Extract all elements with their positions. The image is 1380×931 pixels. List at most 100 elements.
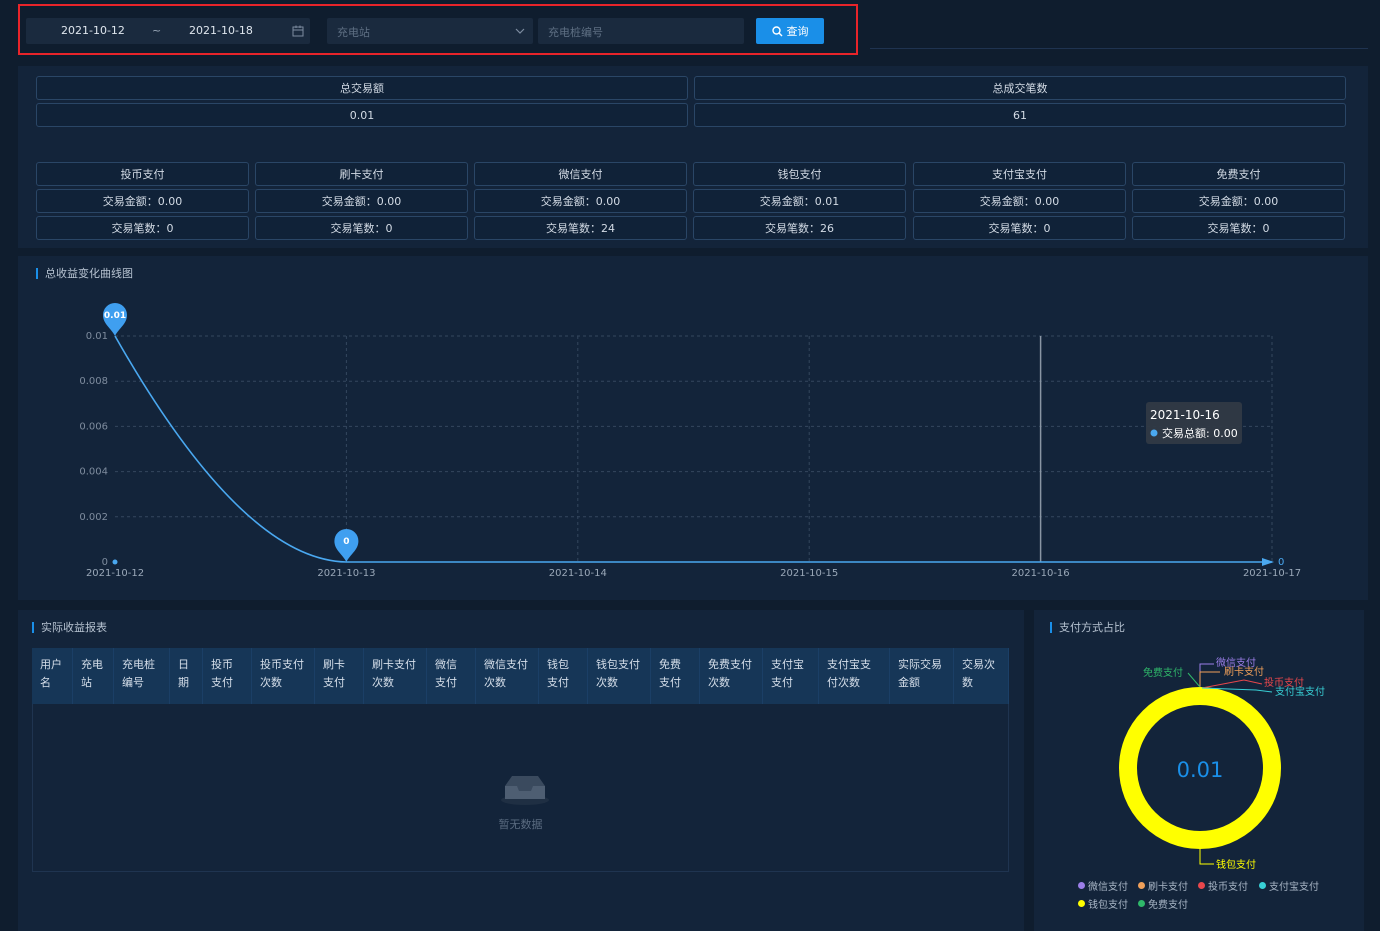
series-line: [114, 335, 1272, 563]
query-label: 查询: [786, 25, 809, 38]
series-end-arrow: [1262, 558, 1274, 566]
table-header-cell: 用户名: [32, 648, 73, 704]
table-header-cell: 实际交易 金额: [890, 648, 954, 704]
search-icon: [771, 25, 782, 36]
table-header-cell: 充电桩 编号: [114, 648, 170, 704]
pie-label-card: 刷卡支付: [1224, 665, 1264, 678]
payment-coin-count: 交易笔数：0: [36, 216, 249, 240]
legend-label: 支付宝支付: [1269, 882, 1319, 893]
legend-item[interactable]: 投币支付: [1198, 878, 1248, 893]
revenue-line-chart[interactable]: 0 0.002 0.004 0.006 0.008 0.01 2021-10-12 2021-…: [18, 256, 1368, 600]
payment-wechat-count: 交易笔数：24: [474, 216, 687, 240]
legend-item[interactable]: 微信支付: [1078, 878, 1128, 893]
pie-label-wechat: 微信支付: [1216, 656, 1256, 669]
pie-label-free: 免费支付: [1143, 666, 1183, 679]
legend-label: 免费支付: [1148, 900, 1188, 911]
empty-text: 暂无数据: [498, 818, 543, 831]
legend-item[interactable]: 免费支付: [1138, 896, 1188, 911]
y-tick-label: 0.002: [79, 512, 108, 523]
payment-donut-chart[interactable]: 微信支付 刷卡支付 投币支付 支付宝支付 免费支付 钱包支付 0.01: [1034, 610, 1364, 931]
table-header: 用户名充电站充电桩 编号日期投币 支付 投币支付 次数 刷卡 支付 刷卡支付 次数 微信 支付 微信支…: [32, 648, 1009, 704]
revenue-chart-panel: 总收益变化曲线图 0 0.002 0.004 0.006 0.008 0.01 2021-1…: [18, 256, 1368, 600]
x-tick-label: 2021-10-14: [549, 568, 607, 579]
table-header-cell: 刷卡支付 次数: [364, 648, 427, 704]
legend-dot: [1259, 882, 1266, 889]
x-tick-label: 2021-10-17: [1243, 568, 1301, 579]
legend-item[interactable]: 刷卡支付: [1138, 878, 1188, 893]
tooltip-value: 交易总额: 0.00: [1162, 426, 1238, 440]
legend-label: 钱包支付: [1088, 900, 1128, 911]
table-header-cell: 支付宝 支付: [763, 648, 819, 704]
y-tick-label: 0.004: [79, 467, 108, 478]
end-date[interactable]: 2021-10-18: [189, 24, 253, 37]
table-header-cell: 微信 支付: [427, 648, 476, 704]
donut-ring[interactable]: [1119, 687, 1281, 849]
y-tick-label: 0: [102, 557, 108, 568]
query-button[interactable]: 查询: [756, 18, 824, 44]
table-header-cell: 微信支付 次数: [476, 648, 539, 704]
y-tick-label: 0.008: [79, 376, 108, 387]
table-header-cell: 投币支付 次数: [252, 648, 315, 704]
pie-center-value: 0.01: [1177, 758, 1224, 782]
x-tick-label: 2021-10-16: [1012, 568, 1070, 579]
stats-panel: 总交易额 0.01 总成交笔数 61 投币支付 交易金额：0.00 交易笔数：0…: [18, 66, 1368, 248]
legend-dot: [1078, 900, 1085, 907]
axis-origin-dot: [112, 559, 118, 565]
pie-label-coin: 投币支付: [1264, 676, 1304, 689]
header-divider: [870, 48, 1368, 49]
legend-item[interactable]: 支付宝支付: [1259, 878, 1319, 893]
payment-share-panel: 支付方式占比 微信支付 刷卡支付 投币支付 支付宝支付 免费支付 钱包支付 0.…: [1034, 610, 1364, 931]
table-header-cell: 交易次数: [954, 648, 1009, 704]
total-count-label: 总成交笔数: [694, 76, 1346, 100]
marker-label: 0: [343, 537, 349, 547]
payment-card-amount: 交易金额：0.00: [255, 189, 468, 213]
pie-label-wallet: 钱包支付: [1216, 858, 1256, 871]
payment-wechat-amount: 交易金额：0.00: [474, 189, 687, 213]
legend-dot: [1138, 900, 1145, 907]
pile-number-input[interactable]: 充电桩编号: [538, 18, 744, 44]
total-count-value: 61: [694, 103, 1346, 127]
table-header-cell: 支付宝支 付次数: [819, 648, 890, 704]
tooltip-date: 2021-10-16: [1150, 408, 1220, 422]
payment-coin-amount: 交易金额：0.00: [36, 189, 249, 213]
payment-free-amount: 交易金额：0.00: [1132, 189, 1345, 213]
station-select[interactable]: 充电站: [327, 18, 533, 44]
payment-free-name: 免费支付: [1132, 162, 1345, 186]
table-body: 暂无数据: [32, 704, 1009, 872]
marker-pin: [334, 529, 359, 562]
date-range-picker[interactable]: 2021-10-12 ~ 2021-10-18: [26, 18, 310, 44]
tooltip-box: [1146, 402, 1242, 444]
table-header-cell: 钱包 支付: [539, 648, 588, 704]
pile-placeholder: 充电桩编号: [548, 26, 603, 39]
marker-pin: [103, 303, 127, 336]
y-tick-label: 0.006: [79, 421, 108, 432]
payment-wallet-count: 交易笔数：26: [693, 216, 906, 240]
chart-title: 总收益变化曲线图: [36, 268, 133, 279]
table-header-cell: 充电站: [73, 648, 114, 704]
payment-card-name: 刷卡支付: [255, 162, 468, 186]
payment-alipay-amount: 交易金额：0.00: [913, 189, 1126, 213]
total-amount-value: 0.01: [36, 103, 688, 127]
marker-label: 0.01: [104, 311, 126, 321]
payment-alipay-count: 交易笔数：0: [913, 216, 1126, 240]
payment-alipay-name: 支付宝支付: [913, 162, 1126, 186]
x-tick-label: 2021-10-13: [317, 568, 375, 579]
total-amount-label: 总交易额: [36, 76, 688, 100]
table-header-cell: 日期: [170, 648, 203, 704]
x-tick-label: 2021-10-12: [86, 568, 144, 579]
table-header-cell: 免费支付 次数: [700, 648, 763, 704]
start-date[interactable]: 2021-10-12: [61, 24, 125, 37]
filter-bar: 2021-10-12 ~ 2021-10-18 充电站 充电桩编号 查询: [18, 4, 858, 55]
table-title: 实际收益报表: [32, 622, 107, 633]
legend-item[interactable]: 钱包支付: [1078, 896, 1128, 911]
table-header-cell: 刷卡 支付: [315, 648, 364, 704]
payment-wechat-name: 微信支付: [474, 162, 687, 186]
legend-dot: [1078, 882, 1085, 889]
payment-wallet-name: 钱包支付: [693, 162, 906, 186]
table-header-cell: 免费 支付: [651, 648, 700, 704]
legend-label: 投币支付: [1208, 882, 1248, 893]
calendar-icon[interactable]: [292, 25, 304, 37]
pie-label-alipay: 支付宝支付: [1275, 685, 1325, 698]
chevron-down-icon: [515, 28, 525, 34]
legend-label: 微信支付: [1088, 882, 1128, 893]
